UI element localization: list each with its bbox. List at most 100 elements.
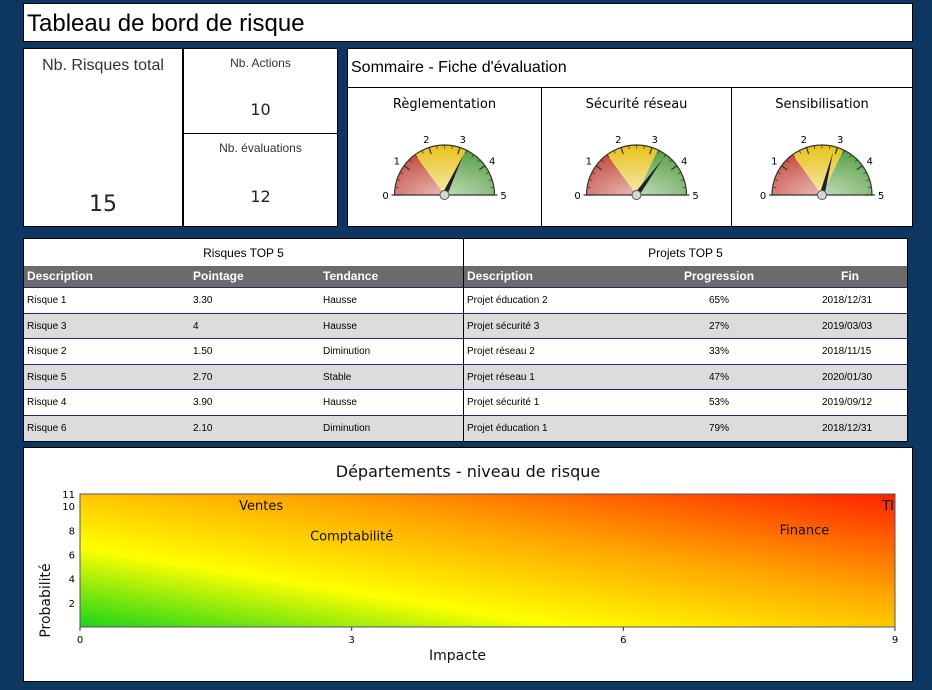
risks-table-header: Description Pointage Tendance (24, 266, 463, 287)
risk-heatmap-card: Départements - niveau de risque 0 3 6 9 2 4 6 8… (23, 447, 913, 682)
risk-cell: 2.70 (193, 371, 213, 383)
risk-cell: 3.30 (193, 295, 213, 306)
department-point-label[interactable]: Comptabilité (310, 529, 393, 544)
project-cell: 27% (709, 320, 730, 332)
x-tick-label: 6 (620, 635, 626, 646)
evaluations-value: 12 (250, 187, 271, 206)
total-risks-card: Nb. Risques total 15 (23, 48, 183, 227)
y-tick-label: 10 (62, 502, 75, 513)
gauge-needle (634, 159, 663, 197)
gauge-needle (819, 152, 833, 196)
actions-label: Nb. Actions (230, 56, 291, 70)
risk-cell: Diminution (323, 422, 371, 434)
gauge-card-sensibilisation: Sensibilisation 0 1 2 3 4 5 (731, 87, 913, 227)
heatmap-area (79, 493, 896, 628)
column-header[interactable]: Progression (684, 269, 755, 283)
risk-cell: 3.90 (193, 397, 213, 408)
gauge-tick-label: 5 (878, 191, 884, 202)
table-row[interactable]: Risque 2 1.50 Diminution (24, 338, 463, 364)
gauge-hub (631, 190, 642, 200)
column-header[interactable]: Fin (841, 269, 859, 283)
x-tick-label: 9 (892, 635, 898, 646)
gauge-tick-label: 4 (681, 156, 687, 167)
gauge-tick-label: 0 (382, 191, 388, 202)
gauge-tick-label: 2 (615, 135, 621, 146)
table-row[interactable]: Projet éducation 1 79% 2018/12/31 (464, 414, 907, 441)
table-row[interactable]: Risque 3 4 Hausse (24, 312, 463, 339)
gauge-tick-label: 5 (692, 191, 698, 202)
table-row[interactable]: Projet sécurité 3 27% 2019/03/03 (464, 312, 907, 339)
gauge-tick-label: 2 (423, 135, 429, 146)
risk-cell: Hausse (323, 397, 357, 408)
department-point-label[interactable]: TI (881, 499, 894, 514)
gauge-tick-label: 0 (760, 191, 766, 202)
y-tick-label: 4 (69, 575, 75, 586)
department-point-label[interactable]: Ventes (239, 499, 283, 514)
project-cell: Projet sécurité 3 (467, 320, 540, 332)
actions-card: Nb. Actions 10 (183, 48, 338, 134)
project-cell: 2018/12/31 (822, 295, 873, 306)
table-row[interactable]: Projet réseau 2 33% 2018/11/15 (464, 338, 907, 364)
table-row[interactable]: Projet sécurité 1 53% 2019/09/12 (464, 389, 907, 415)
gauge-hub (817, 190, 827, 200)
column-header[interactable]: Tendance (323, 269, 379, 283)
risks-table: Risques TOP 5 Description Pointage Tenda… (23, 238, 464, 442)
gauge-needle (442, 155, 464, 197)
gauge-sensibilisation: 0 1 2 3 4 5 (760, 135, 884, 202)
department-point-label[interactable]: Finance (780, 523, 830, 538)
table-row[interactable]: Projet réseau 1 47% 2020/01/30 (464, 363, 907, 390)
projects-table: Projets TOP 5 Description Progression Fi… (463, 238, 908, 442)
project-cell: 65% (709, 295, 730, 306)
actions-value: 10 (250, 100, 271, 119)
table-row[interactable]: Projet éducation 2 65% 2018/12/31 (464, 287, 907, 313)
table-row[interactable]: Risque 4 3.90 Hausse (24, 389, 463, 415)
summary-title: Sommaire - Fiche d'évaluation (351, 59, 567, 76)
risk-cell: Stable (323, 371, 352, 383)
evaluations-card: Nb. évaluations 12 (183, 133, 338, 227)
gauge-tick-label: 2 (801, 135, 807, 146)
project-cell: Projet éducation 1 (467, 422, 548, 434)
project-cell: 2019/09/12 (822, 397, 873, 408)
risk-cell: Risque 2 (27, 346, 67, 357)
project-cell: 47% (709, 371, 730, 383)
table-row[interactable]: Risque 6 2.10 Diminution (24, 414, 463, 441)
chart-title: Départements - niveau de risque (335, 462, 601, 481)
gauge-tick-label: 1 (771, 156, 777, 167)
project-cell: 79% (709, 422, 730, 434)
project-cell: 2019/03/03 (822, 320, 873, 332)
gauge-securite-reseau: 0 1 2 3 4 5 (574, 135, 698, 202)
project-cell: 2018/12/31 (822, 422, 873, 434)
gauge-card-reglementation: Règlementation 0 1 2 3 4 5 (347, 87, 542, 227)
column-header[interactable]: Description (27, 269, 94, 283)
projects-table-header: Description Progression Fin (464, 266, 907, 287)
x-axis-label: Impacte (429, 648, 486, 664)
gauge-title: Règlementation (392, 97, 497, 112)
project-cell: 33% (709, 346, 730, 357)
table-row[interactable]: Risque 5 2.70 Stable (24, 363, 463, 390)
risk-cell: Risque 4 (27, 397, 67, 408)
y-tick-label: 11 (62, 490, 75, 501)
evaluations-label: Nb. évaluations (219, 141, 302, 155)
column-header[interactable]: Pointage (193, 269, 244, 283)
risk-cell: Risque 1 (27, 295, 67, 306)
gauge-tick-label: 3 (652, 135, 658, 146)
risk-cell: Hausse (323, 320, 357, 332)
title-bar: Tableau de bord de risque (23, 3, 913, 42)
y-tick-label: 8 (69, 526, 75, 537)
gauge-tick-label: 0 (574, 191, 580, 202)
table-row[interactable]: Risque 1 3.30 Hausse (24, 287, 463, 313)
gauge-card-securite-reseau: Sécurité réseau 0 1 2 3 4 5 (541, 87, 732, 227)
column-header[interactable]: Description (467, 269, 534, 283)
total-risks-label: Nb. Risques total (42, 57, 164, 74)
gauge-tick-label: 3 (460, 135, 466, 146)
gauge-tick-label: 1 (586, 156, 592, 167)
gauge-tick-label: 4 (489, 156, 495, 167)
y-tick-label: 6 (69, 550, 75, 561)
risks-table-title: Risques TOP 5 (203, 246, 284, 260)
gauge-tick-label: 5 (500, 191, 506, 202)
project-cell: Projet réseau 1 (467, 371, 535, 383)
gauge-tick-label: 3 (837, 135, 843, 146)
risk-cell: Risque 3 (27, 320, 67, 332)
y-tick-label: 2 (69, 599, 75, 610)
